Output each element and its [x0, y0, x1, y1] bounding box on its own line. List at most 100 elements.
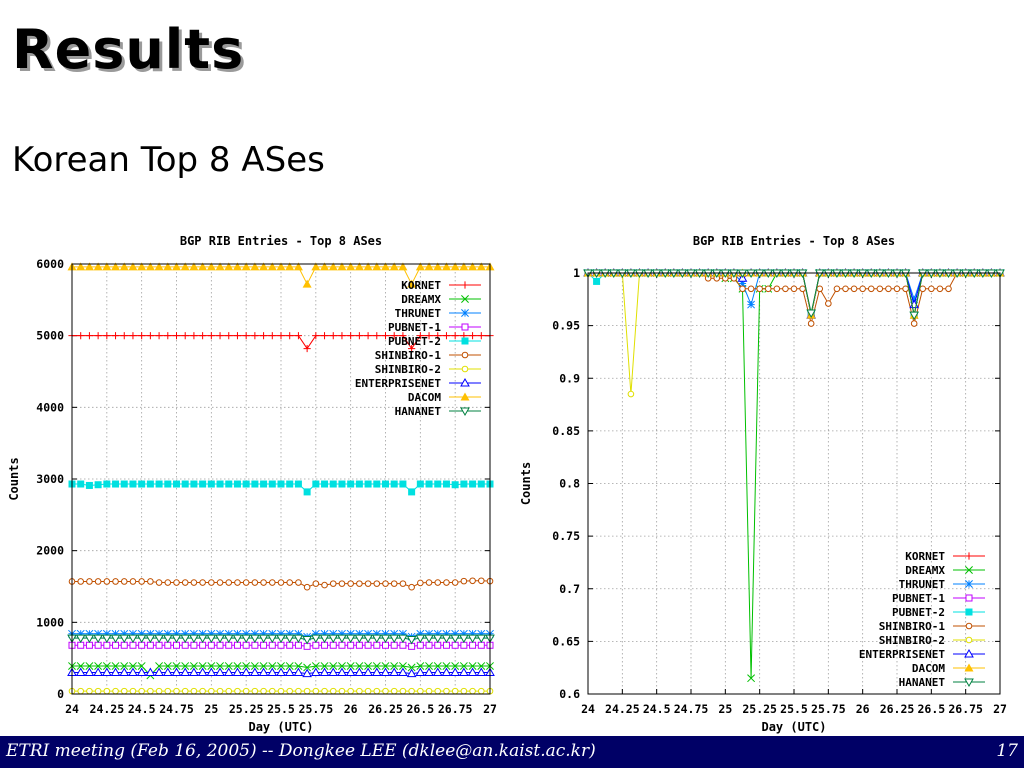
- data-point: [94, 578, 102, 585]
- data-point: [197, 667, 208, 676]
- data-point: [232, 667, 243, 676]
- data-point: [145, 262, 155, 271]
- data-point: [198, 629, 207, 638]
- data-point: [364, 687, 372, 695]
- y-tick-label: 1: [573, 266, 580, 280]
- data-point: [354, 634, 365, 644]
- data-point: [451, 687, 459, 695]
- data-point: [147, 687, 154, 695]
- data-point: [364, 629, 373, 638]
- data-point: [137, 662, 146, 671]
- data-point: [267, 634, 278, 644]
- data-point: [172, 332, 181, 340]
- data-point: [119, 634, 130, 644]
- data-point: [354, 667, 365, 676]
- data-point: [277, 662, 285, 671]
- data-point: [268, 629, 277, 638]
- data-point: [155, 480, 163, 488]
- data-point: [138, 578, 145, 585]
- data-point: [398, 662, 407, 671]
- data-point: [233, 332, 242, 340]
- data-point: [303, 687, 311, 695]
- data-point: [850, 285, 858, 293]
- data-point: [337, 262, 347, 271]
- data-point: [268, 687, 276, 695]
- data-point: [216, 687, 224, 695]
- data-point: [163, 662, 172, 671]
- data-point: [459, 667, 469, 676]
- data-point: [345, 634, 356, 644]
- legend-label: HANANET: [395, 405, 442, 418]
- data-point: [129, 641, 137, 649]
- data-point: [103, 641, 111, 649]
- data-point: [329, 332, 337, 340]
- data-point: [234, 579, 241, 586]
- data-point: [432, 634, 443, 644]
- data-point: [216, 629, 224, 638]
- data-point: [364, 662, 373, 671]
- data-point: [747, 285, 755, 293]
- data-point: [94, 662, 103, 671]
- y-tick-label: 0.75: [552, 529, 580, 543]
- data-point: [416, 662, 425, 671]
- data-point: [434, 687, 442, 695]
- data-point: [381, 662, 390, 671]
- data-point: [216, 579, 224, 586]
- data-point: [885, 285, 892, 293]
- data-point: [225, 579, 233, 586]
- data-point: [747, 300, 756, 309]
- legend-label: DREAMX: [905, 564, 945, 577]
- x-tick-label: 26.5: [406, 702, 434, 716]
- data-point: [302, 668, 312, 678]
- x-tick-label: 24: [581, 702, 595, 716]
- data-point: [129, 578, 137, 585]
- data-point: [85, 641, 93, 649]
- data-point: [919, 285, 927, 293]
- data-point: [86, 578, 93, 585]
- data-point: [302, 279, 312, 288]
- data-point: [469, 687, 476, 695]
- data-point: [173, 687, 180, 695]
- data-point: [372, 262, 382, 271]
- data-point: [408, 488, 416, 496]
- data-point: [102, 262, 112, 271]
- data-point: [303, 488, 311, 496]
- data-point: [310, 634, 321, 644]
- data-point: [441, 634, 452, 644]
- data-point: [155, 579, 163, 586]
- data-point: [93, 634, 103, 644]
- data-point: [346, 662, 355, 671]
- data-point: [337, 634, 347, 644]
- data-point: [355, 480, 363, 488]
- data-point: [103, 332, 111, 340]
- slide-title: Results: [12, 18, 245, 81]
- data-point: [451, 332, 459, 340]
- data-point: [138, 641, 146, 649]
- data-point: [373, 580, 381, 587]
- x-tick-label: 26.25: [368, 702, 403, 716]
- data-point: [145, 634, 156, 644]
- data-point: [93, 667, 103, 676]
- x-tick-label: 24.75: [159, 702, 194, 716]
- legend-label: HANANET: [899, 676, 946, 689]
- slide-subtitle: Korean Top 8 ASes: [12, 140, 325, 180]
- x-tick-label: 27: [993, 702, 1007, 716]
- data-point: [415, 634, 426, 644]
- data-point: [208, 579, 215, 586]
- x-tick-label: 24.5: [643, 702, 671, 716]
- data-point: [216, 641, 224, 649]
- data-point: [321, 480, 329, 488]
- data-point: [225, 641, 233, 649]
- data-point: [189, 629, 198, 638]
- data-point: [909, 311, 920, 321]
- data-point: [207, 629, 216, 638]
- data-point: [242, 641, 250, 649]
- data-point: [155, 641, 163, 649]
- data-point: [295, 579, 302, 586]
- data-point: [434, 641, 442, 649]
- data-point: [311, 629, 320, 638]
- x-tick-label: 26.25: [880, 702, 915, 716]
- y-tick-label: 0: [57, 687, 64, 701]
- data-point: [442, 332, 451, 340]
- data-point: [181, 480, 189, 488]
